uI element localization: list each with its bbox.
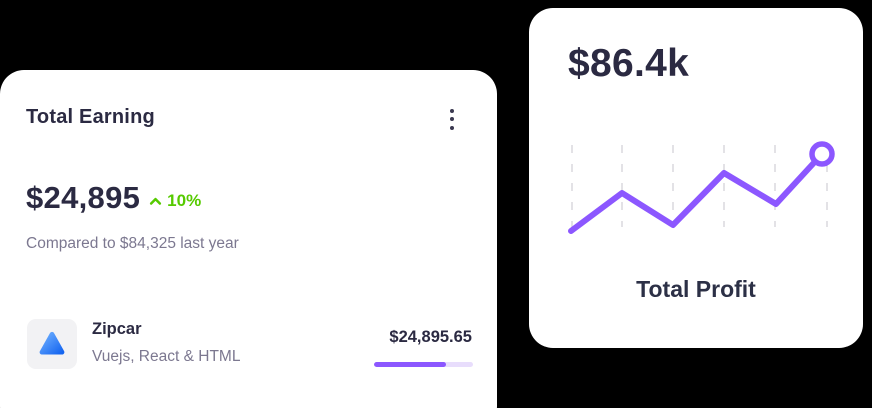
item-value: $24,895.65 — [389, 328, 472, 346]
profit-label: Total Profit — [636, 276, 756, 302]
progress-bar-fill — [374, 362, 447, 367]
item-description: Vuejs, React & HTML — [92, 348, 241, 365]
kebab-dot — [450, 117, 454, 121]
earning-amount: $24,895 — [26, 180, 141, 215]
list-item[interactable]: Zipcar Vuejs, React & HTML $24,895.65 — [0, 319, 497, 369]
earning-change: 10% — [146, 191, 201, 211]
chevron-up-icon — [146, 192, 165, 211]
avatar — [27, 319, 77, 369]
item-name: Zipcar — [92, 320, 142, 338]
profit-amount: $86.4k — [568, 42, 690, 85]
profit-sparkline-chart — [568, 141, 835, 234]
zipcar-triangle-logo-icon — [36, 328, 68, 360]
earning-change-pct: 10% — [167, 191, 202, 210]
progress-bar — [374, 362, 473, 367]
total-earning-card: Total Earning $24,895 10% Compared to $8… — [0, 70, 497, 408]
earning-amount-row: $24,895 10% — [26, 180, 201, 216]
total-profit-card: $86.4k Total Profit — [529, 8, 863, 348]
earning-comparison-text: Compared to $84,325 last year — [26, 235, 239, 252]
kebab-dot — [450, 108, 454, 113]
card-title: Total Earning — [26, 106, 155, 128]
kebab-menu-button[interactable] — [440, 102, 464, 136]
kebab-dot — [450, 125, 454, 130]
